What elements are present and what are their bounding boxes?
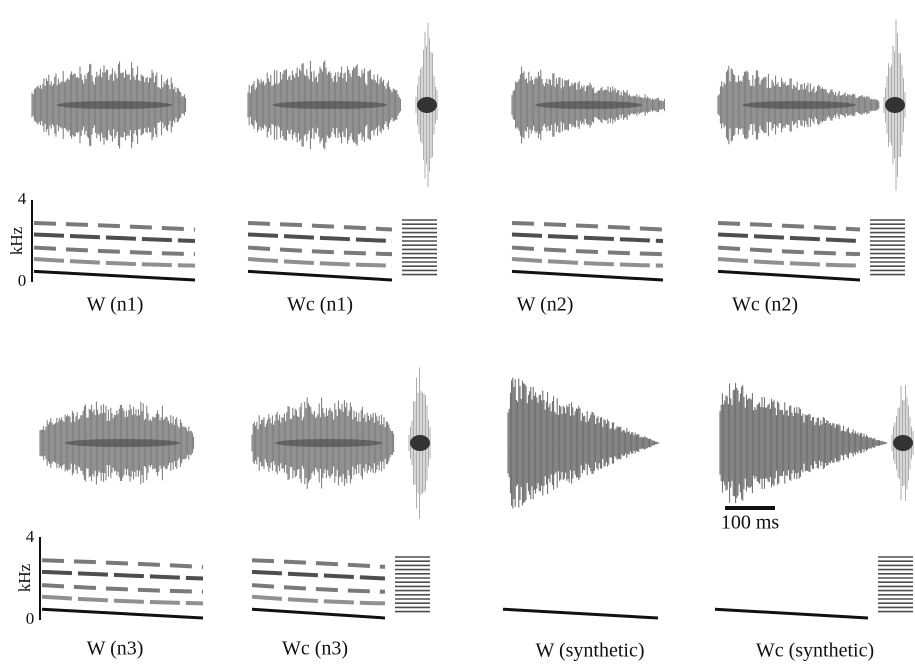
formant bbox=[718, 234, 860, 241]
panel-label: W (n1) bbox=[87, 294, 144, 316]
formant bbox=[715, 609, 868, 618]
waveform-core bbox=[65, 439, 181, 447]
axis-max: 4 bbox=[18, 189, 27, 208]
click-core bbox=[410, 435, 430, 451]
axis-unit: kHz bbox=[15, 563, 34, 592]
formant bbox=[34, 271, 195, 280]
formant bbox=[34, 248, 195, 255]
axis-unit: kHz bbox=[7, 226, 26, 255]
formant bbox=[718, 248, 860, 255]
formant bbox=[34, 223, 195, 230]
formant bbox=[248, 259, 392, 266]
panel-label: Wc (n2) bbox=[732, 294, 798, 316]
formant bbox=[503, 609, 658, 618]
formant bbox=[252, 572, 385, 579]
formant bbox=[34, 234, 195, 241]
formant bbox=[718, 223, 860, 230]
axis-min: 0 bbox=[18, 271, 27, 290]
formant bbox=[252, 609, 385, 618]
formant bbox=[42, 560, 203, 567]
formant bbox=[512, 223, 663, 230]
formant bbox=[718, 259, 860, 266]
panel-label: W (synthetic) bbox=[535, 640, 644, 662]
formant bbox=[252, 560, 385, 567]
formant bbox=[42, 585, 203, 592]
formant bbox=[512, 259, 663, 266]
formant bbox=[34, 259, 195, 266]
click-core bbox=[885, 97, 905, 113]
formant bbox=[42, 609, 203, 618]
axis-max: 4 bbox=[26, 527, 35, 546]
formant bbox=[512, 248, 663, 255]
formant bbox=[248, 223, 392, 230]
waveform-core bbox=[742, 101, 855, 109]
panel-label: Wc (n1) bbox=[287, 294, 353, 316]
waveform-core bbox=[275, 439, 382, 447]
scale-label: 100 ms bbox=[721, 512, 780, 534]
formant bbox=[718, 271, 860, 280]
axis-min: 0 bbox=[26, 609, 35, 628]
figure: 4 0 kHz 4 0 kHz 100 ms W (n1) Wc (n1) W … bbox=[0, 0, 915, 667]
formant bbox=[248, 271, 392, 280]
panel-label: W (n2) bbox=[517, 294, 574, 316]
formant bbox=[248, 234, 392, 241]
formant bbox=[42, 572, 203, 579]
formant bbox=[512, 271, 663, 280]
panel-label: W (n3) bbox=[87, 638, 144, 660]
formant bbox=[252, 585, 385, 592]
panel-label: Wc (synthetic) bbox=[756, 640, 874, 662]
waveform-core bbox=[273, 101, 388, 109]
artwork bbox=[32, 19, 913, 618]
formant bbox=[248, 248, 392, 255]
formant bbox=[512, 234, 663, 241]
click-core bbox=[417, 97, 437, 113]
click-core bbox=[893, 435, 913, 451]
panel-label: Wc (n3) bbox=[282, 638, 348, 660]
waveform-core bbox=[57, 101, 173, 109]
formant bbox=[252, 597, 385, 604]
waveform-core bbox=[535, 101, 642, 109]
formant bbox=[42, 597, 203, 604]
